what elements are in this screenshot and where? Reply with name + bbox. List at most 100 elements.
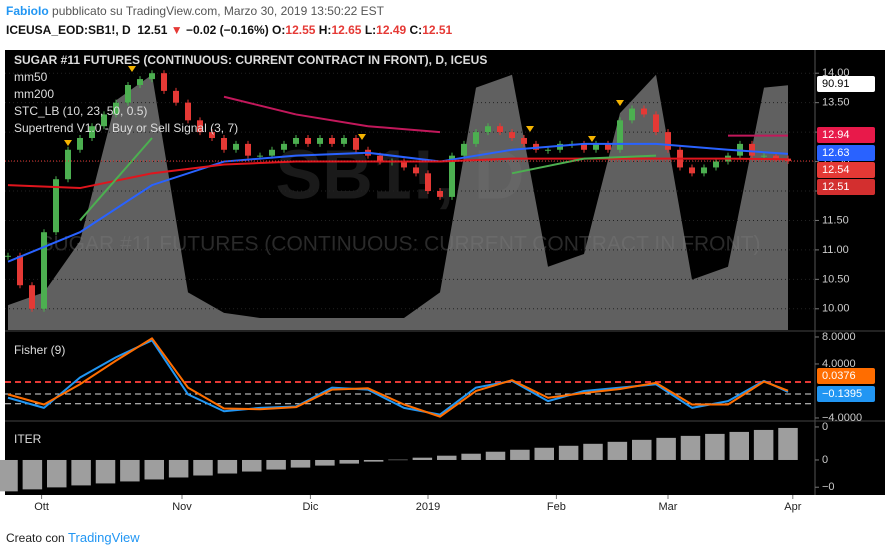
price-label: 12.54 — [822, 164, 850, 176]
bar — [437, 455, 457, 460]
bar — [485, 451, 506, 460]
y-tick-label: 4.0000 — [822, 358, 856, 370]
legend-entry: mm200 — [14, 87, 54, 101]
bar — [632, 439, 652, 460]
price-label: 12.63 — [822, 147, 850, 159]
bar — [729, 431, 749, 460]
candle — [233, 143, 239, 150]
x-tick-label: Dic — [302, 501, 318, 513]
candle — [701, 167, 707, 174]
candle — [329, 137, 335, 144]
x-tick-label: Feb — [547, 501, 566, 513]
candle — [413, 167, 419, 174]
ohlc-label: H: — [318, 23, 332, 37]
symbol-line: ICEUSA_EOD:SB1!, D 12.51 ▼ −0.02 (−0.16%… — [6, 21, 452, 40]
candle — [629, 108, 635, 121]
x-tick-label: Nov — [172, 501, 192, 513]
bar — [95, 459, 116, 484]
candle — [17, 255, 23, 286]
price-label-box — [817, 386, 875, 402]
y-tick-label: 11.50 — [822, 214, 849, 226]
brand[interactable]: TradingView — [68, 530, 140, 545]
author[interactable]: FabioIo — [6, 4, 49, 18]
y-tick-label: 10.00 — [822, 303, 850, 315]
fisher-pane: 8.0000 4.0000 −4.0000 0.0376 −0.1395 — [5, 331, 875, 424]
candle — [521, 137, 527, 144]
candle — [641, 108, 647, 115]
fisher-line — [7, 337, 789, 418]
price-label: −0.1395 — [822, 388, 862, 400]
ohlc-value: 12.51 — [422, 23, 453, 37]
candle — [173, 90, 179, 103]
price-label: 12.94 — [822, 129, 850, 141]
footer: Creato con TradingView — [6, 530, 140, 545]
supertrend — [367, 125, 441, 134]
candle — [593, 143, 599, 150]
legend-entry: STC_LB (10, 23, 50, 0.5) — [14, 104, 147, 118]
ohlc-label: O: — [272, 23, 286, 37]
y-tick-label: −0 — [822, 481, 835, 493]
bar — [168, 459, 189, 478]
candle — [377, 155, 383, 162]
price-label-box — [817, 127, 875, 143]
candle — [149, 73, 155, 80]
candle — [281, 143, 287, 150]
footer-text: Creato con — [6, 531, 65, 545]
bar — [71, 459, 91, 486]
y-tick-label: 8.0000 — [822, 331, 856, 343]
candle — [209, 132, 215, 138]
bar — [778, 427, 798, 460]
candle — [77, 137, 83, 150]
candle — [317, 137, 323, 144]
ohlc-value: 12.49 — [376, 23, 407, 37]
ohlc-label: C: — [409, 23, 423, 37]
price-label: 12.51 — [822, 181, 850, 193]
legend-entry: mm50 — [14, 70, 48, 84]
supertrend — [583, 154, 657, 160]
bar — [363, 459, 384, 462]
x-tick-label: Apr — [784, 501, 801, 513]
candle — [401, 161, 407, 168]
candle — [89, 126, 95, 138]
y-tick-label: 10.50 — [822, 273, 850, 285]
candle — [269, 149, 275, 156]
candle — [293, 137, 299, 144]
bar — [461, 453, 481, 460]
candle — [305, 137, 311, 144]
bar — [680, 435, 701, 460]
candle — [113, 102, 119, 115]
last: 12.51 — [137, 23, 168, 37]
candle — [545, 149, 551, 151]
candle — [137, 79, 143, 85]
candle — [473, 132, 479, 144]
y-tick-label: 11.00 — [822, 244, 849, 256]
candle — [617, 120, 623, 150]
candle — [605, 143, 611, 150]
ohlc-label: L: — [364, 23, 377, 37]
candle — [485, 126, 491, 133]
chart: SB1!, D SUGAR #11 FUTURES (CONTINUOUS: C… — [0, 50, 885, 513]
main-pane: 10.0010.5011.0011.5012.0012.5013.0013.50… — [5, 67, 875, 331]
candle — [29, 285, 35, 309]
bar — [266, 459, 286, 470]
candle — [161, 73, 167, 91]
candle — [101, 114, 107, 127]
price-label-box — [817, 76, 875, 92]
supertrend — [295, 113, 369, 128]
candle — [221, 137, 227, 150]
ohlc: O:12.55 H:12.65 L:12.49 C:12.51 — [272, 23, 452, 37]
candle — [257, 155, 263, 157]
candle — [41, 232, 47, 309]
candle — [449, 155, 455, 197]
supertrend — [79, 137, 153, 222]
candle — [749, 143, 755, 156]
candle — [185, 102, 191, 121]
bar — [217, 459, 238, 474]
price-label: 90.91 — [822, 78, 850, 90]
candle — [653, 114, 659, 133]
bar — [388, 459, 408, 461]
candle — [761, 155, 767, 157]
bar — [534, 447, 554, 460]
candle — [785, 158, 791, 161]
